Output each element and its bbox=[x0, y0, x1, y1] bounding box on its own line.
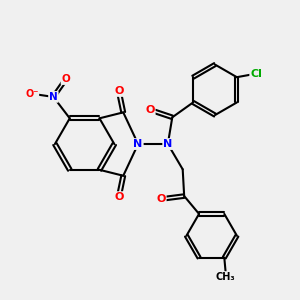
Text: O: O bbox=[114, 86, 124, 96]
Text: N: N bbox=[163, 139, 172, 149]
Text: O: O bbox=[145, 105, 155, 115]
Text: N: N bbox=[134, 139, 143, 149]
Text: O⁻: O⁻ bbox=[25, 89, 38, 99]
Text: CH₃: CH₃ bbox=[216, 272, 236, 282]
Text: Cl: Cl bbox=[250, 69, 262, 79]
Text: O: O bbox=[61, 74, 70, 84]
Text: O: O bbox=[156, 194, 166, 204]
Text: N: N bbox=[49, 92, 58, 102]
Text: O: O bbox=[114, 192, 124, 202]
